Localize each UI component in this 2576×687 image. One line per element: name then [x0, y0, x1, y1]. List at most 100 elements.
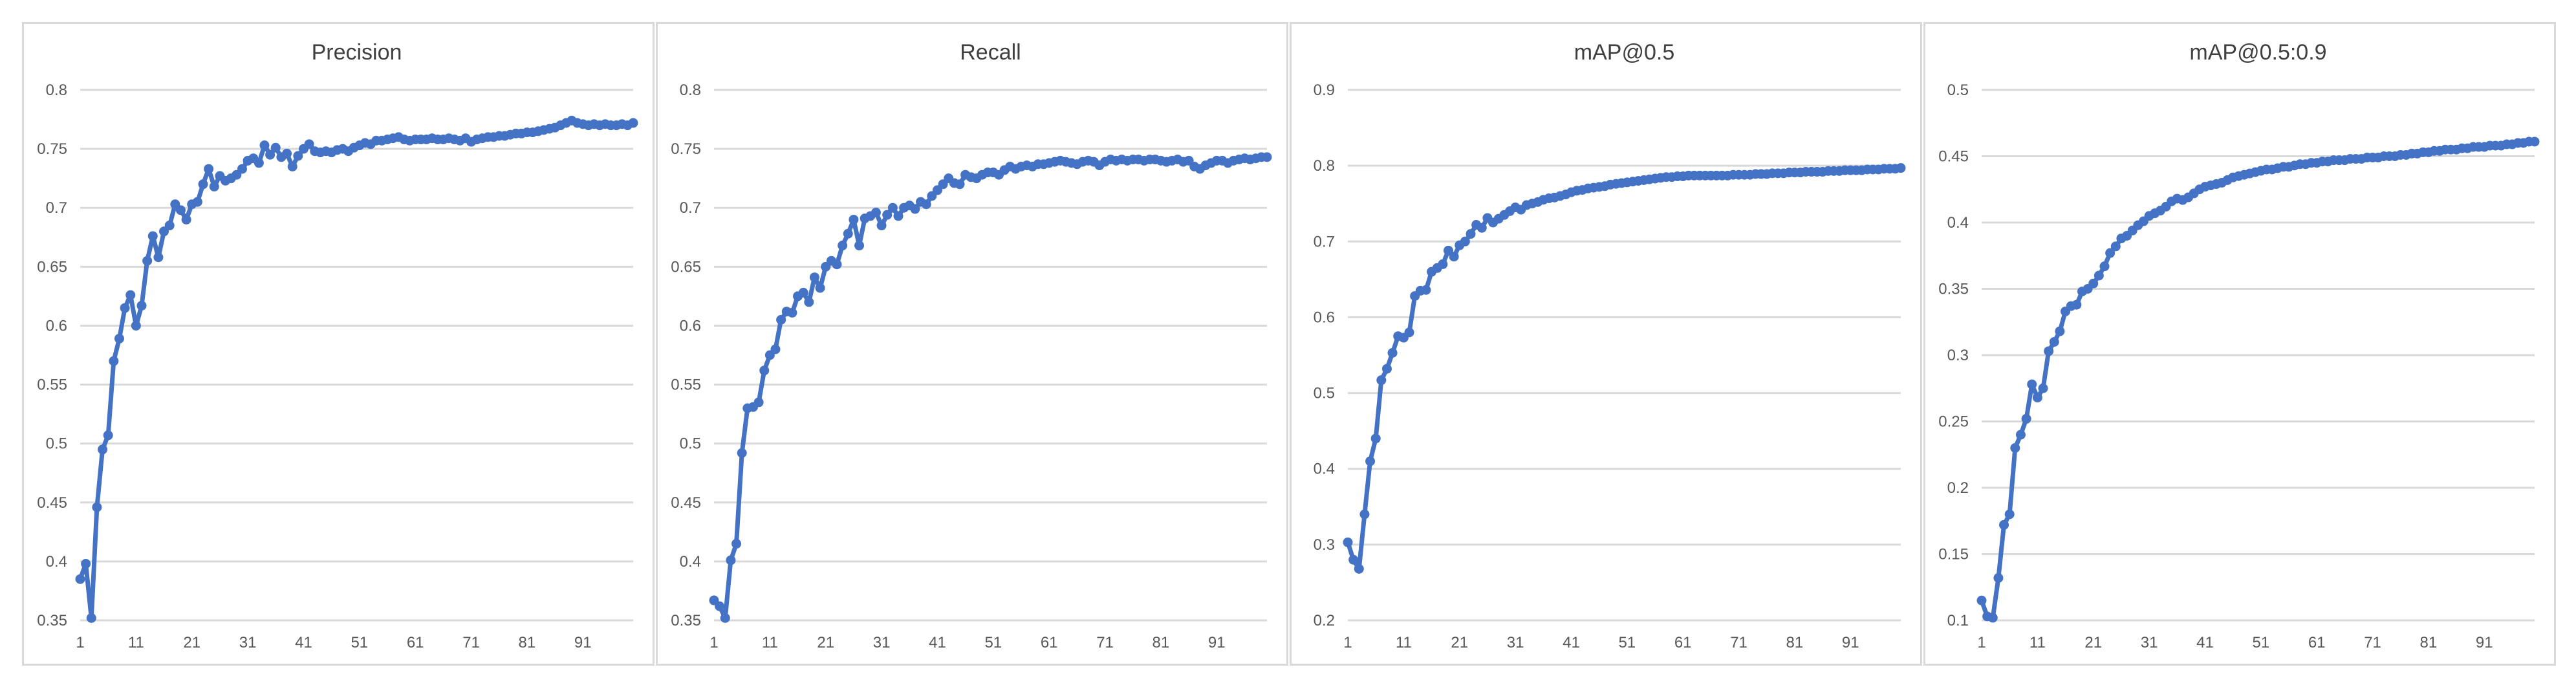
data-point	[103, 430, 113, 441]
data-point	[125, 290, 136, 300]
data-point	[1421, 285, 1431, 295]
data-point	[1987, 613, 1998, 623]
data-point	[876, 221, 887, 231]
x-tick-label: 11	[2029, 634, 2046, 651]
x-tick-label: 21	[817, 634, 834, 651]
y-tick-label: 0.45	[37, 494, 67, 512]
data-point	[2105, 248, 2116, 258]
y-tick-label: 0.2	[1314, 612, 1335, 629]
data-point	[136, 300, 147, 311]
panel-frame	[656, 22, 1288, 666]
data-point	[715, 601, 725, 611]
data-point	[1449, 252, 1459, 262]
chart-title: Recall	[960, 40, 1021, 65]
data-point	[1262, 152, 1272, 162]
data-point	[871, 208, 881, 218]
data-point	[153, 252, 164, 263]
x-tick-label: 21	[183, 634, 200, 651]
data-point	[1477, 223, 1487, 233]
data-point	[737, 448, 747, 458]
data-point	[254, 158, 264, 168]
y-tick-label: 0.8	[1314, 157, 1335, 175]
y-tick-label: 0.6	[46, 317, 67, 334]
data-point	[1348, 554, 1359, 565]
data-point	[921, 199, 931, 210]
data-point	[955, 179, 965, 190]
y-tick-label: 0.6	[1314, 309, 1335, 326]
y-tick-label: 0.4	[46, 553, 67, 571]
x-tick-label: 81	[1786, 634, 1804, 651]
y-tick-label: 0.9	[1314, 82, 1335, 99]
x-tick-label: 11	[128, 634, 144, 651]
data-point	[237, 164, 247, 174]
data-point	[809, 272, 819, 283]
x-tick-label: 41	[2196, 634, 2214, 651]
data-point	[1365, 456, 1376, 466]
data-point	[282, 148, 292, 158]
y-tick-label: 0.6	[680, 317, 701, 334]
data-point	[92, 502, 102, 512]
y-tick-label: 0.4	[680, 553, 701, 571]
data-point	[1354, 563, 1364, 574]
x-tick-label: 91	[2476, 634, 2493, 651]
data-point	[720, 613, 730, 623]
y-tick-label: 0.35	[1938, 281, 1969, 298]
data-point	[1466, 229, 1476, 239]
x-tick-label: 61	[2308, 634, 2326, 651]
data-point	[131, 320, 141, 331]
panel-frame	[1290, 22, 1922, 666]
data-point	[1343, 537, 1353, 547]
data-point	[2088, 278, 2099, 289]
data-point	[2027, 379, 2037, 389]
x-tick-label: 1	[709, 634, 718, 651]
data-point	[259, 140, 270, 151]
data-point	[198, 179, 208, 190]
data-point	[787, 307, 797, 318]
x-tick-label: 11	[762, 634, 778, 651]
y-tick-label: 0.7	[1314, 233, 1335, 250]
data-point	[849, 214, 859, 224]
chart-recall: Recall 0.35 0.4 0.45 0.5 0.55 0.6 0.65 0.7 0.75 0.…	[656, 22, 1288, 666]
data-point	[776, 314, 786, 325]
x-tick-label: 21	[2084, 634, 2102, 651]
x-tick-label: 71	[462, 634, 480, 651]
data-point	[628, 118, 638, 128]
x-tick-label: 51	[2252, 634, 2269, 651]
data-point	[114, 333, 124, 344]
chart-map-0-5: mAP@0.50.20.30.40.50.60.70.80.91 11 21 31 41…	[1290, 22, 1922, 666]
x-tick-label: 61	[1674, 634, 1692, 651]
data-point	[753, 397, 764, 408]
chart-title: Precision	[312, 40, 402, 65]
y-tick-label: 0.75	[671, 140, 701, 158]
y-tick-label: 0.45	[1938, 148, 1969, 166]
data-point	[2099, 261, 2110, 272]
x-tick-label: 61	[1041, 634, 1058, 651]
y-tick-label: 0.8	[46, 82, 67, 99]
data-point	[81, 559, 91, 569]
data-point	[2021, 413, 2031, 424]
data-point	[2094, 270, 2104, 281]
data-point	[838, 241, 848, 251]
y-tick-label: 0.35	[37, 612, 67, 629]
data-point	[1438, 259, 1448, 269]
data-point	[142, 256, 153, 266]
y-tick-label: 0.15	[1938, 546, 1969, 563]
y-tick-label: 0.5	[1947, 82, 1969, 99]
y-tick-label: 0.65	[37, 258, 67, 276]
y-tick-label: 0.7	[680, 199, 701, 217]
panel-frame	[1923, 22, 2556, 666]
x-tick-label: 91	[1842, 634, 1859, 651]
data-point	[304, 139, 314, 149]
y-tick-label: 0.3	[1314, 536, 1335, 554]
x-tick-label: 11	[1396, 634, 1412, 651]
data-point	[1976, 595, 1987, 605]
y-tick-label: 0.5	[46, 435, 67, 453]
data-point	[164, 221, 175, 231]
data-point	[192, 197, 202, 207]
x-tick-label: 41	[929, 634, 946, 651]
x-tick-label: 31	[2141, 634, 2158, 651]
data-point	[98, 444, 108, 455]
chart-precision: Precision 0.35 0.4 0.45 0.5 0.55 0.6 0.65 0.7 0.7…	[22, 22, 655, 666]
x-tick-label: 81	[519, 634, 536, 651]
